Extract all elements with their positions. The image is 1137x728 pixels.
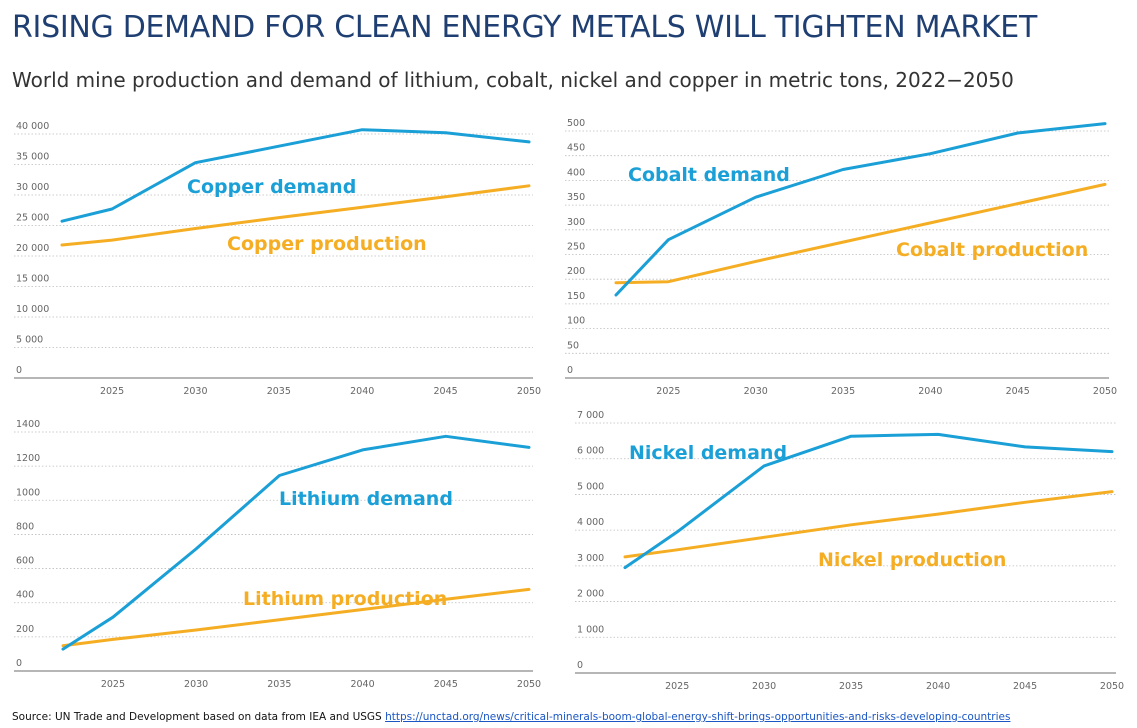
cobalt-chart: 0 50 100 150 200 250 300 350 400 450 500 2025 2030 20… (565, 118, 1117, 397)
lithium-y-tick-label: 800 (16, 521, 34, 532)
copper-y-tick-label: 35 000 (16, 152, 49, 163)
lithium-x-tick-label: 2025 (101, 679, 125, 690)
lithium-chart: 0 200 400 600 800 1000 1200 1400 2025 2030 2035 204… (14, 419, 541, 690)
copper-y-tick-label: 30 000 (16, 182, 49, 193)
lithium-y-tick-label: 1400 (16, 419, 40, 430)
cobalt-demand-line (614, 122, 1107, 297)
lithium-y-tick-label: 400 (16, 590, 34, 601)
copper-demand-line (60, 128, 531, 223)
cobalt-y-tick-label: 50 (567, 340, 579, 351)
nickel-x-tick-label: 2030 (752, 681, 776, 692)
page-title: RISING DEMAND FOR CLEAN ENERGY METALS WI… (12, 10, 1037, 45)
copper-x-tick-label: 2035 (267, 386, 291, 397)
nickel-production-line (623, 490, 1114, 559)
lithium-production-label: Lithium production (243, 588, 447, 610)
lithium-demand-line (61, 434, 531, 651)
cobalt-y-tick-label: 150 (567, 291, 585, 302)
nickel-x-tick-label: 2035 (839, 681, 863, 692)
lithium-x-tick-label: 2035 (267, 679, 291, 690)
lithium-demand-label: Lithium demand (279, 488, 453, 510)
copper-production-label: Copper production (227, 233, 427, 255)
nickel-x-tick-label: 2040 (926, 681, 950, 692)
copper-production-line (60, 184, 531, 247)
copper-y-tick-label: 20 000 (16, 243, 49, 254)
cobalt-y-tick-label: 100 (567, 316, 585, 327)
page-subtitle: World mine production and demand of lith… (12, 68, 1014, 92)
cobalt-x-tick-label: 2025 (656, 386, 680, 397)
nickel-y-tick-label: 1 000 (577, 624, 604, 635)
nickel-y-tick-label: 3 000 (577, 553, 604, 564)
copper-x-tick-label: 2025 (100, 386, 124, 397)
cobalt-y-tick-label: 450 (567, 143, 585, 154)
nickel-production-label: Nickel production (818, 549, 1006, 571)
copper-x-tick-label: 2040 (350, 386, 374, 397)
nickel-x-tick-label: 2025 (665, 681, 689, 692)
source-text: Source: UN Trade and Development based o… (12, 711, 382, 723)
source-link[interactable]: https://unctad.org/news/critical-mineral… (385, 711, 1011, 723)
copper-y-tick-label: 0 (16, 365, 22, 376)
lithium-x-tick-label: 2045 (434, 679, 458, 690)
cobalt-production-line (614, 182, 1107, 285)
nickel-y-tick-label: 4 000 (577, 517, 604, 528)
cobalt-y-tick-label: 300 (567, 217, 585, 228)
nickel-y-tick-label: 7 000 (577, 410, 604, 421)
cobalt-x-tick-label: 2040 (918, 386, 942, 397)
copper-y-tick-label: 10 000 (16, 304, 49, 315)
lithium-y-tick-label: 1000 (16, 487, 40, 498)
lithium-y-tick-label: 200 (16, 624, 34, 635)
nickel-x-tick-label: 2045 (1013, 681, 1037, 692)
nickel-y-tick-label: 6 000 (577, 446, 604, 457)
lithium-y-tick-label: 0 (16, 658, 22, 669)
cobalt-y-tick-label: 250 (567, 242, 585, 253)
cobalt-y-tick-label: 200 (567, 266, 585, 277)
nickel-demand-line (623, 432, 1114, 570)
cobalt-x-tick-label: 2045 (1006, 386, 1030, 397)
copper-demand-label: Copper demand (187, 176, 356, 198)
lithium-x-tick-label: 2050 (517, 679, 541, 690)
source-line: Source: UN Trade and Development based o… (12, 711, 1010, 723)
cobalt-x-tick-label: 2030 (744, 386, 768, 397)
cobalt-y-tick-label: 400 (567, 167, 585, 178)
nickel-y-tick-label: 2 000 (577, 589, 604, 600)
nickel-demand-label: Nickel demand (629, 442, 787, 464)
copper-x-tick-label: 2045 (434, 386, 458, 397)
lithium-y-tick-label: 600 (16, 556, 34, 567)
copper-y-tick-label: 25 000 (16, 213, 49, 224)
cobalt-y-tick-label: 350 (567, 192, 585, 203)
lithium-production-line (61, 587, 531, 648)
cobalt-demand-label: Cobalt demand (628, 164, 790, 186)
cobalt-y-tick-label: 0 (567, 365, 573, 376)
charts-canvas: 0 5 000 10 000 15 000 20 000 25 000 30 000 35 0… (14, 118, 1124, 692)
lithium-x-tick-label: 2040 (350, 679, 374, 690)
copper-y-tick-label: 40 000 (16, 121, 49, 132)
nickel-y-tick-label: 0 (577, 660, 583, 671)
cobalt-x-tick-label: 2035 (831, 386, 855, 397)
lithium-x-tick-label: 2030 (184, 679, 208, 690)
nickel-y-tick-label: 5 000 (577, 481, 604, 492)
copper-chart: 0 5 000 10 000 15 000 20 000 25 000 30 000 35 0… (14, 121, 541, 397)
cobalt-production-label: Cobalt production (896, 239, 1088, 261)
nickel-chart: 0 1 000 2 000 3 000 4 000 5 000 6 000 7 000 2025… (575, 410, 1124, 692)
cobalt-x-tick-label: 2050 (1093, 386, 1117, 397)
lithium-y-tick-label: 1200 (16, 453, 40, 464)
copper-x-tick-label: 2030 (183, 386, 207, 397)
copper-x-tick-label: 2050 (517, 386, 541, 397)
copper-y-tick-label: 15 000 (16, 274, 49, 285)
copper-y-tick-label: 5 000 (16, 335, 43, 346)
nickel-x-tick-label: 2050 (1100, 681, 1124, 692)
cobalt-y-tick-label: 500 (567, 118, 585, 129)
